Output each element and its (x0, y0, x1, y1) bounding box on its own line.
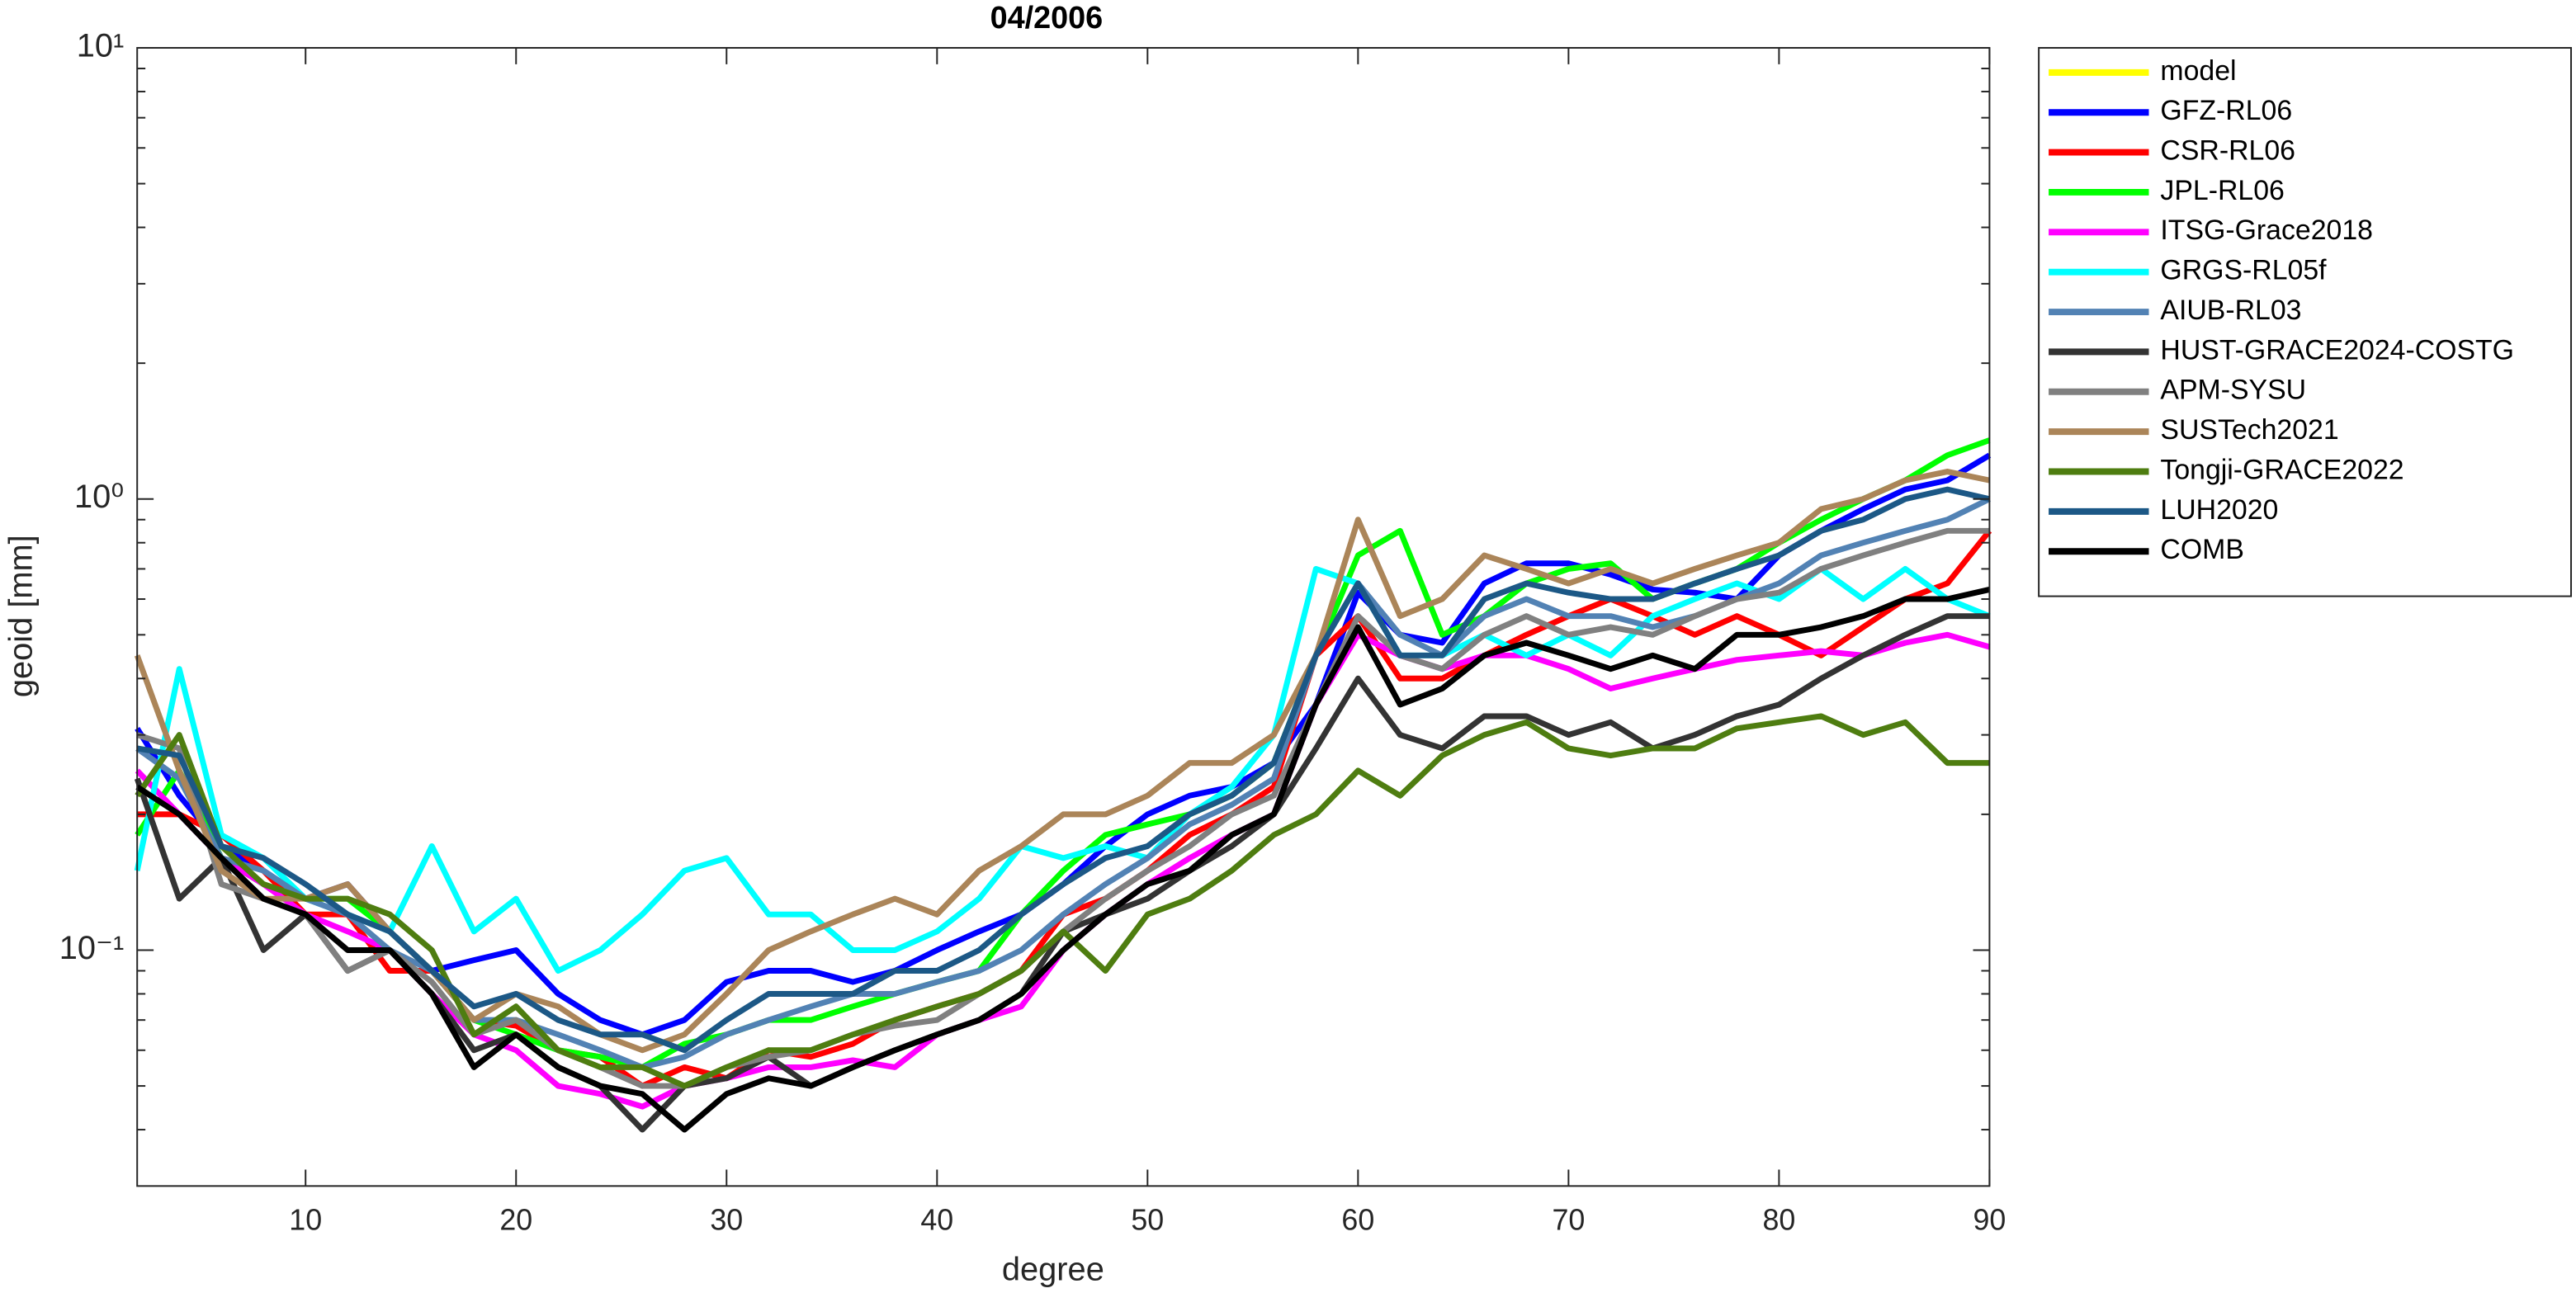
data-line (136, 486, 1991, 1054)
legend-label: SUSTech2021 (2160, 414, 2338, 446)
legend-label: Tongji-GRACE2022 (2160, 454, 2403, 485)
chart-title: 04/2006 (990, 1, 1104, 35)
x-tick-label: 40 (920, 1204, 953, 1237)
x-tick-label: 80 (1762, 1204, 1795, 1237)
legend-label: LUH2020 (2160, 494, 2278, 526)
legend-label: JPL-RL06 (2160, 175, 2284, 206)
x-tick-label: 60 (1341, 1204, 1374, 1237)
legend-label: HUST-GRACE2024-COSTG (2160, 334, 2514, 366)
x-tick-label: 10 (289, 1204, 322, 1237)
x-tick-label: 20 (499, 1204, 532, 1237)
plot-frame (136, 46, 1991, 1187)
data-line (134, 469, 1991, 1054)
x-axis-label: degree (1002, 1251, 1104, 1287)
data-line (134, 565, 1991, 974)
y-tick-label: 10⁻¹ (59, 930, 125, 966)
legend-label: APM-SYSU (2160, 375, 2306, 406)
legend-label: GRGS-RL05f (2160, 255, 2327, 286)
legend-box (2038, 46, 2573, 597)
data-line (135, 587, 1991, 1133)
x-tick-label: 90 (1973, 1204, 2006, 1237)
y-tick-label: 10¹ (77, 28, 125, 64)
legend-label: AIUB-RL03 (2160, 295, 2301, 326)
x-tick-label: 50 (1131, 1204, 1164, 1237)
data-line (135, 713, 1990, 1089)
legend-label: CSR-RL06 (2160, 135, 2295, 167)
x-tick-label: 70 (1552, 1204, 1585, 1237)
legend-label: GFZ-RL06 (2160, 95, 2292, 126)
y-axis-label: geoid [mm] (2, 535, 39, 697)
legend-label: COMB (2160, 534, 2244, 565)
legend-label: ITSG-Grace2018 (2160, 215, 2373, 246)
x-tick-label: 30 (710, 1204, 743, 1237)
legend-label: model (2160, 55, 2236, 87)
y-tick-label: 10⁰ (74, 479, 124, 515)
